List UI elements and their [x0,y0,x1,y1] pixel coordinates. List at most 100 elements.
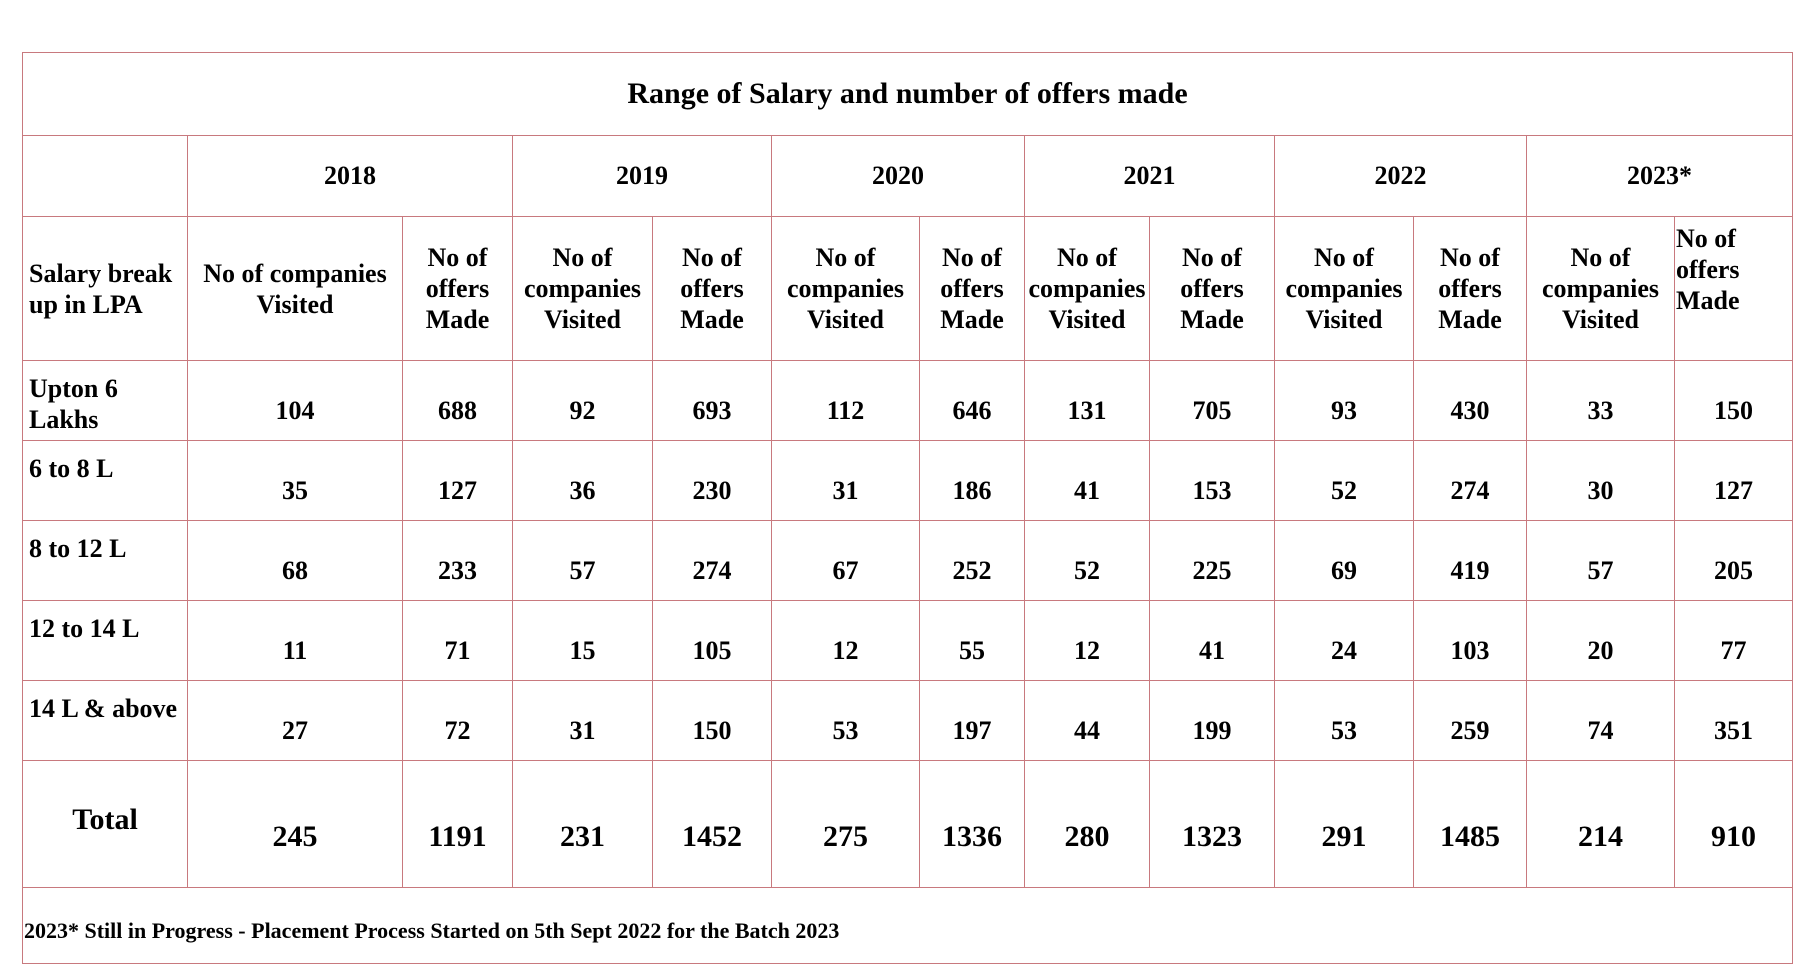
companies-visited-header: No of companies Visited [1526,216,1675,361]
cell-value: 252 [919,520,1025,601]
cell-value: 199 [1149,680,1275,761]
cell-value: 646 [919,360,1025,441]
year-header-2019: 2019 [512,135,772,217]
total-value: 231 [512,760,653,888]
row-label: 14 L & above [22,680,188,761]
cell-value: 225 [1149,520,1275,601]
total-value: 245 [187,760,403,888]
cell-value: 131 [1024,360,1150,441]
cell-value: 24 [1274,600,1414,681]
companies-visited-header: No of companies Visited [1024,216,1150,361]
total-value: 1191 [402,760,513,888]
cell-value: 688 [402,360,513,441]
cell-value: 41 [1024,440,1150,521]
cell-value: 33 [1526,360,1675,441]
table-row: 6 to 8 L 35 127 36 230 31 186 41 153 52 … [22,440,1794,521]
cell-value: 12 [1024,600,1150,681]
cell-value: 186 [919,440,1025,521]
total-value: 291 [1274,760,1414,888]
total-label: Total [22,760,188,888]
year-header-row: 2018 2019 2020 2021 2022 2023* [22,135,1794,217]
cell-value: 15 [512,600,653,681]
cell-value: 112 [771,360,920,441]
cell-value: 150 [652,680,772,761]
total-value: 280 [1024,760,1150,888]
total-value: 275 [771,760,920,888]
offers-made-header: No of offers Made [652,216,772,361]
cell-value: 53 [771,680,920,761]
table-row: 14 L & above 27 72 31 150 53 197 44 199 … [22,680,1794,761]
cell-value: 74 [1526,680,1675,761]
footnote-row: 2023* Still in Progress - Placement Proc… [21,887,1794,964]
cell-value: 57 [1526,520,1675,601]
table-row: Upton 6 Lakhs 104 688 92 693 112 646 131… [22,360,1794,441]
cell-value: 11 [187,600,403,681]
offers-made-header: No of offers Made [402,216,513,361]
total-row: Total 245 1191 231 1452 275 1336 280 132… [22,760,1794,888]
row-label: 6 to 8 L [22,440,188,521]
year-header-2018: 2018 [187,135,513,217]
cell-value: 351 [1673,680,1794,761]
total-value: 1485 [1413,760,1527,888]
total-value: 1323 [1149,760,1275,888]
footnote: 2023* Still in Progress - Placement Proc… [21,887,1794,964]
cell-value: 104 [187,360,403,441]
cell-value: 77 [1673,600,1794,681]
cell-value: 430 [1413,360,1527,441]
cell-value: 67 [771,520,920,601]
cell-value: 274 [652,520,772,601]
cell-value: 35 [187,440,403,521]
row-label: Upton 6 Lakhs [22,360,188,441]
cell-value: 36 [512,440,653,521]
offers-made-header: No of offers Made [1413,216,1527,361]
salary-breakup-header: Salary break up in LPA [22,216,188,361]
companies-visited-header: No of companies Visited [1274,216,1414,361]
cell-value: 55 [919,600,1025,681]
year-header-2020: 2020 [771,135,1025,217]
cell-value: 205 [1673,520,1794,601]
cell-value: 71 [402,600,513,681]
cell-value: 705 [1149,360,1275,441]
title-row: Range of Salary and number of offers mad… [21,52,1794,136]
cell-value: 419 [1413,520,1527,601]
total-value: 1336 [919,760,1025,888]
year-header-2023: 2023* [1525,135,1794,217]
offers-made-header: No of offers Made [1673,216,1794,361]
column-header-row: Salary break up in LPA No of companies V… [22,216,1794,361]
total-value: 214 [1526,760,1675,888]
cell-value: 150 [1673,360,1794,441]
year-header-2022: 2022 [1274,135,1527,217]
cell-value: 30 [1526,440,1675,521]
cell-value: 57 [512,520,653,601]
cell-value: 197 [919,680,1025,761]
table-title: Range of Salary and number of offers mad… [21,52,1794,136]
table-row: 12 to 14 L 11 71 15 105 12 55 12 41 24 1… [22,600,1794,681]
companies-visited-header: No of companies Visited [187,216,403,361]
cell-value: 12 [771,600,920,681]
salary-offers-table: Range of Salary and number of offers mad… [21,52,1794,964]
cell-value: 20 [1526,600,1675,681]
cell-value: 44 [1024,680,1150,761]
cell-value: 69 [1274,520,1414,601]
cell-value: 693 [652,360,772,441]
companies-visited-header: No of companies Visited [512,216,653,361]
cell-value: 105 [652,600,772,681]
cell-value: 72 [402,680,513,761]
cell-value: 92 [512,360,653,441]
blank-corner-cell [22,135,188,217]
salary-offers-sheet: Range of Salary and number of offers mad… [21,52,1794,970]
cell-value: 31 [771,440,920,521]
cell-value: 233 [402,520,513,601]
cell-value: 68 [187,520,403,601]
cell-value: 31 [512,680,653,761]
row-label: 8 to 12 L [22,520,188,601]
cell-value: 52 [1274,440,1414,521]
cell-value: 274 [1413,440,1527,521]
offers-made-header: No of offers Made [1149,216,1275,361]
cell-value: 127 [402,440,513,521]
companies-visited-header: No of companies Visited [771,216,920,361]
cell-value: 27 [187,680,403,761]
table-row: 8 to 12 L 68 233 57 274 67 252 52 225 69… [22,520,1794,601]
cell-value: 230 [652,440,772,521]
row-label: 12 to 14 L [22,600,188,681]
